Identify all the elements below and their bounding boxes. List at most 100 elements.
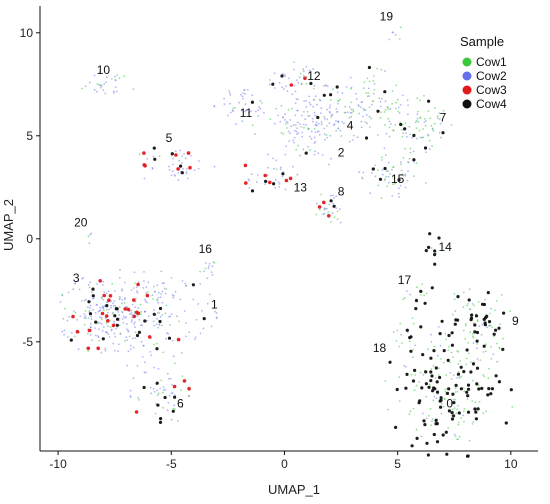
point-cow4 [272,182,276,186]
point-cow2 [248,111,250,114]
point-cow2 [208,262,211,265]
point-cow1 [458,435,461,438]
point-cow4 [419,325,423,329]
point-cow2 [134,306,137,308]
point-cow1 [391,102,394,105]
point-cow2 [129,313,131,316]
point-cow2 [314,114,316,117]
point-cow1 [280,132,283,134]
point-cow2 [385,132,388,135]
point-cow1 [293,61,295,63]
point-cow2 [114,305,117,307]
point-cow1 [401,129,403,131]
point-cow1 [404,122,407,124]
point-cow1 [456,438,459,441]
point-cow3 [107,298,111,303]
point-cow3 [96,346,100,351]
point-cow4 [462,370,466,374]
point-cow1 [452,399,455,401]
point-cow2 [273,87,276,89]
point-cow2 [140,340,143,343]
point-cow3 [98,279,102,283]
point-cow2 [308,95,310,98]
point-cow2 [211,274,214,276]
point-cow4 [450,331,454,335]
point-cow2 [150,392,153,395]
point-cow2 [481,323,484,326]
point-cow2 [185,172,188,175]
point-cow2 [174,175,176,177]
point-cow2 [291,93,294,95]
point-cow2 [332,194,334,197]
x-tick-label: 5 [394,457,401,471]
point-cow4 [439,405,443,409]
point-cow1 [384,124,386,126]
point-cow2 [430,247,433,249]
point-cow4 [489,392,493,396]
point-cow4 [367,65,371,70]
point-cow2 [435,397,438,399]
point-cow2 [371,103,373,106]
point-cow1 [434,377,437,379]
point-cow1 [309,149,312,152]
point-cow4 [441,131,445,135]
point-cow4 [394,425,398,429]
point-cow1 [81,87,83,90]
cluster-label: 3 [73,271,80,285]
point-cow2 [323,127,326,130]
point-cow2 [388,120,391,123]
point-cow4 [494,328,498,332]
cluster-label: 7 [440,110,447,124]
point-cow4 [487,320,492,324]
point-cow1 [484,350,487,353]
point-cow1 [180,389,183,392]
point-cow1 [398,38,401,40]
point-cow1 [153,285,155,288]
point-cow2 [251,94,254,97]
point-cow1 [387,170,389,173]
point-cow2 [89,233,92,236]
point-cow1 [318,208,321,211]
point-cow2 [301,114,303,117]
point-cow2 [294,129,296,132]
point-cow2 [186,168,188,170]
point-cow2 [409,293,412,296]
point-cow2 [289,132,291,135]
point-cow2 [313,153,316,156]
point-cow2 [350,86,353,89]
point-cow1 [139,303,142,306]
point-cow4 [432,349,436,353]
point-cow2 [285,145,287,148]
point-cow2 [87,306,89,309]
point-cow2 [297,132,300,135]
point-cow3 [136,311,141,316]
point-cow1 [326,125,328,127]
point-cow4 [371,167,375,171]
point-cow2 [389,173,392,175]
point-cow2 [313,111,316,114]
point-cow4 [414,307,418,311]
point-cow1 [457,363,460,365]
point-cow1 [299,72,302,75]
point-cow1 [482,351,485,353]
point-cow1 [452,356,454,358]
point-cow1 [269,79,271,81]
point-cow1 [87,317,90,319]
point-cow4 [444,430,448,434]
point-cow4 [423,423,427,427]
point-cow2 [114,335,117,338]
point-cow2 [292,124,295,127]
point-cow2 [323,212,326,215]
x-tick-label: -5 [166,457,177,471]
point-cow2 [169,315,171,318]
point-cow1 [462,329,465,332]
point-cow2 [171,383,174,386]
point-cow4 [430,374,434,378]
point-cow4 [497,380,501,384]
cluster-label: 5 [166,131,173,145]
point-cow2 [215,312,218,314]
point-cow2 [153,366,155,369]
point-cow2 [118,314,121,316]
x-tick-label: 0 [281,457,288,471]
point-cow2 [164,292,167,295]
